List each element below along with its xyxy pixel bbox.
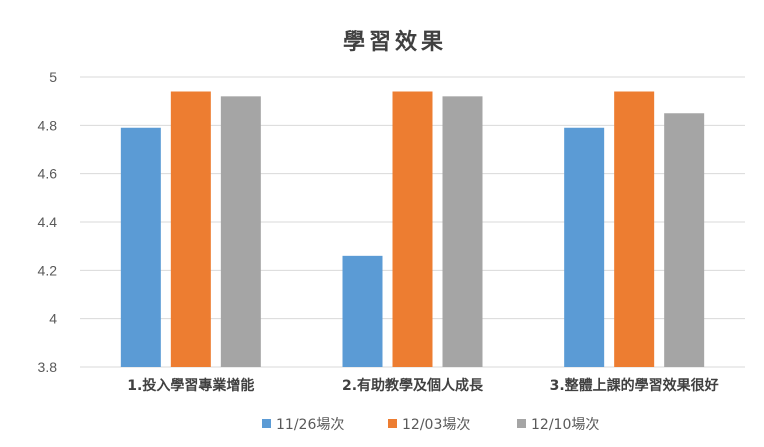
bar — [220, 96, 261, 367]
legend-label: 12/03場次 — [402, 417, 470, 433]
bar — [664, 113, 705, 367]
legend-swatch — [388, 419, 397, 428]
legend-label: 11/26場次 — [276, 417, 344, 433]
x-category-label: 1.投入學習專業增能 — [127, 377, 254, 394]
y-tick-label: 4.4 — [38, 214, 58, 230]
y-tick-label: 3.8 — [38, 359, 58, 375]
chart-title: 學習效果 — [343, 29, 447, 55]
y-tick-label: 4.6 — [38, 166, 58, 182]
y-tick-label: 4.2 — [38, 262, 58, 278]
bar — [442, 96, 483, 367]
bar — [392, 91, 433, 367]
y-tick-label: 4.8 — [38, 117, 58, 133]
bar — [342, 255, 383, 367]
x-axis-categories: 1.投入學習專業增能 2.有助教學及個人成長 3.整體上課的學習效果很好 — [127, 377, 718, 394]
x-category-label: 2.有助教學及個人成長 — [342, 377, 484, 394]
legend-label: 12/10場次 — [531, 417, 599, 433]
bar — [564, 127, 605, 367]
y-tick-label: 4 — [49, 311, 57, 327]
x-category-label: 3.整體上課的學習效果很好 — [550, 377, 719, 394]
bar — [120, 127, 161, 367]
legend-swatch — [262, 419, 271, 428]
y-axis-ticks: 3.8 4 4.2 4.4 4.6 4.8 5 — [38, 69, 58, 375]
bars — [120, 91, 705, 367]
legend-swatch — [517, 419, 526, 428]
legend: 11/26場次 12/03場次 12/10場次 — [262, 417, 599, 433]
y-tick-label: 5 — [49, 69, 57, 85]
bar — [170, 91, 211, 367]
bar — [614, 91, 655, 367]
